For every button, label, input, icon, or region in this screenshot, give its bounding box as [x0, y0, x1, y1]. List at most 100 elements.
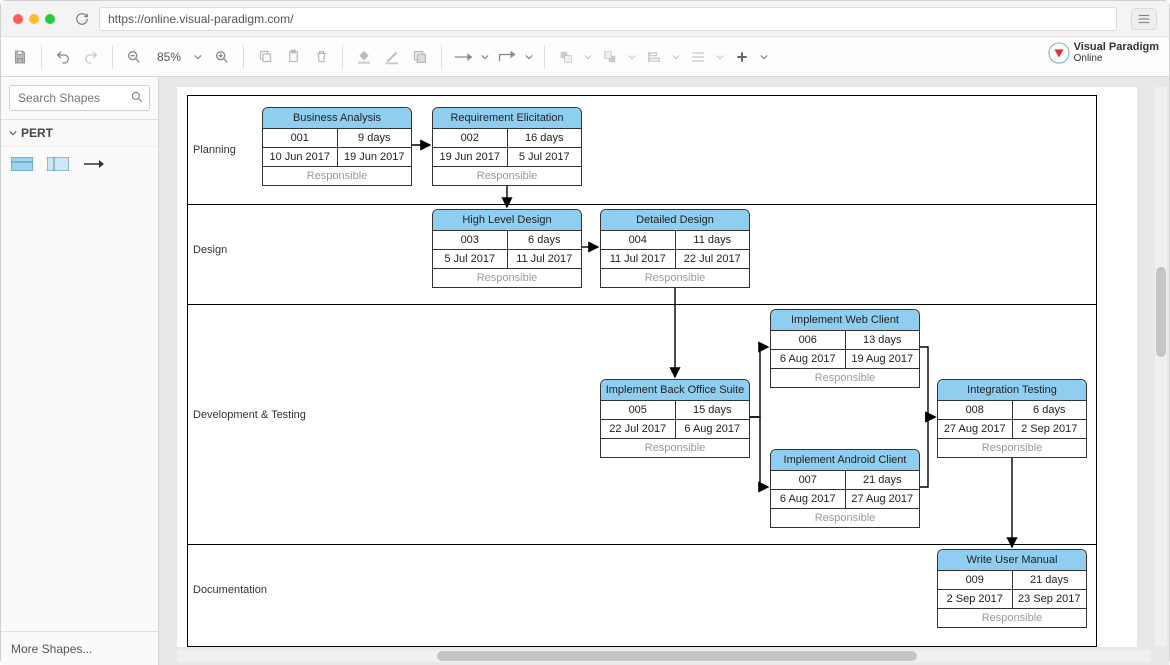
horizontal-scrollbar[interactable] — [177, 650, 1151, 662]
pert-title: Detailed Design — [601, 210, 749, 231]
pert-node[interactable]: High Level Design0036 days5 Jul 201711 J… — [432, 209, 582, 288]
toolbar-separator — [544, 45, 545, 69]
vertical-scroll-thumb[interactable] — [1156, 267, 1166, 357]
delete-button[interactable] — [308, 44, 334, 70]
shadow-button[interactable] — [407, 44, 433, 70]
logo-main: Visual Paradigm — [1074, 41, 1159, 53]
logo-sub: Online — [1074, 53, 1159, 64]
pert-end: 19 Jun 2017 — [337, 148, 412, 167]
pert-duration: 21 days — [845, 471, 920, 490]
waypoint-dropdown[interactable] — [522, 44, 536, 70]
palette-body — [1, 147, 158, 181]
maximize-window-icon[interactable] — [45, 14, 55, 24]
arrow-shape[interactable] — [83, 157, 105, 171]
pert-start: 22 Jul 2017 — [601, 420, 675, 439]
pert-id: 002 — [433, 129, 507, 148]
more-shapes-button[interactable]: More Shapes... — [1, 631, 158, 665]
paste-button[interactable] — [280, 44, 306, 70]
connector-dropdown[interactable] — [478, 44, 492, 70]
vertical-scrollbar[interactable] — [1155, 87, 1167, 646]
zoom-out-button[interactable] — [121, 44, 147, 70]
pert-id: 008 — [938, 401, 1012, 420]
pert-task-shape[interactable] — [11, 157, 33, 171]
browser-menu-button[interactable] — [1131, 8, 1157, 30]
pert-id: 006 — [771, 331, 845, 350]
pert-node[interactable]: Business Analysis0019 days10 Jun 201719 … — [262, 107, 412, 186]
line-color-button[interactable] — [379, 44, 405, 70]
zoom-dropdown[interactable] — [191, 44, 205, 70]
pert-start: 27 Aug 2017 — [938, 420, 1012, 439]
to-front-dropdown[interactable] — [581, 44, 595, 70]
pert-node[interactable]: Detailed Design00411 days11 Jul 201722 J… — [600, 209, 750, 288]
redo-button[interactable] — [78, 44, 104, 70]
pert-duration: 6 days — [507, 231, 582, 250]
pert-start: 5 Jul 2017 — [433, 250, 507, 269]
pert-duration: 9 days — [337, 129, 412, 148]
search-input[interactable] — [9, 85, 150, 111]
horizontal-scroll-thumb[interactable] — [437, 651, 917, 661]
pert-id: 004 — [601, 231, 675, 250]
to-back-dropdown[interactable] — [625, 44, 639, 70]
pert-responsible: Responsible — [771, 369, 919, 387]
pert-duration: 15 days — [675, 401, 750, 420]
palette-header[interactable]: PERT — [1, 120, 158, 147]
vp-logo-icon — [1048, 42, 1070, 64]
toolbar-separator — [112, 45, 113, 69]
fill-color-button[interactable] — [351, 44, 377, 70]
pert-end: 5 Jul 2017 — [507, 148, 582, 167]
add-dropdown[interactable] — [757, 44, 771, 70]
to-front-button[interactable] — [553, 44, 579, 70]
to-back-button[interactable] — [597, 44, 623, 70]
browser-chrome: https://online.visual-paradigm.com/ — [1, 1, 1169, 37]
pert-start: 11 Jul 2017 — [601, 250, 675, 269]
distribute-button[interactable] — [685, 44, 711, 70]
lane-divider — [188, 204, 1096, 205]
add-button[interactable] — [729, 44, 755, 70]
pert-responsible: Responsible — [938, 439, 1086, 457]
align-button[interactable] — [641, 44, 667, 70]
zoom-value[interactable]: 85% — [151, 50, 187, 64]
brand-logo[interactable]: Visual Paradigm Online — [1048, 41, 1159, 64]
copy-button[interactable] — [252, 44, 278, 70]
toolbar-separator — [441, 45, 442, 69]
pert-responsible: Responsible — [433, 167, 581, 185]
align-dropdown[interactable] — [669, 44, 683, 70]
pert-node[interactable]: Implement Web Client00613 days6 Aug 2017… — [770, 309, 920, 388]
pert-id: 009 — [938, 571, 1012, 590]
waypoint-style-button[interactable] — [494, 44, 520, 70]
pert-end: 11 Jul 2017 — [507, 250, 582, 269]
pert-end: 2 Sep 2017 — [1012, 420, 1087, 439]
pert-responsible: Responsible — [601, 269, 749, 287]
pert-end: 27 Aug 2017 — [845, 490, 920, 509]
pert-node[interactable]: Implement Back Office Suite00515 days22 … — [600, 379, 750, 458]
app-body: PERT More Shapes... ∥ — [1, 77, 1169, 665]
lane-label[interactable]: Development & Testing — [193, 409, 306, 421]
logo-text: Visual Paradigm Online — [1074, 41, 1159, 64]
pert-id: 003 — [433, 231, 507, 250]
lane-label[interactable]: Planning — [193, 144, 236, 156]
address-bar[interactable]: https://online.visual-paradigm.com/ — [99, 7, 1117, 31]
pert-node[interactable]: Integration Testing0086 days27 Aug 20172… — [937, 379, 1087, 458]
pert-node[interactable]: Implement Android Client00721 days6 Aug … — [770, 449, 920, 528]
zoom-in-button[interactable] — [209, 44, 235, 70]
reload-button[interactable] — [71, 8, 93, 30]
pert-node[interactable]: Requirement Elicitation00216 days19 Jun … — [432, 107, 582, 186]
pert-id: 007 — [771, 471, 845, 490]
pert-title: Write User Manual — [938, 550, 1086, 571]
distribute-dropdown[interactable] — [713, 44, 727, 70]
pert-duration: 16 days — [507, 129, 582, 148]
pert-node[interactable]: Write User Manual00921 days2 Sep 201723 … — [937, 549, 1087, 628]
undo-button[interactable] — [50, 44, 76, 70]
save-button[interactable] — [7, 44, 33, 70]
connector-style-button[interactable] — [450, 44, 476, 70]
pert-start: 19 Jun 2017 — [433, 148, 507, 167]
minimize-window-icon[interactable] — [29, 14, 39, 24]
pert-duration: 21 days — [1012, 571, 1087, 590]
toolbar-separator — [41, 45, 42, 69]
lane-label[interactable]: Design — [193, 244, 227, 256]
close-window-icon[interactable] — [13, 14, 23, 24]
search-icon[interactable] — [130, 90, 144, 109]
diagram-canvas[interactable]: Planning Design Development & Testing Docum… — [177, 87, 1137, 647]
pert-lane-shape[interactable] — [47, 157, 69, 171]
lane-label[interactable]: Documentation — [193, 584, 267, 596]
